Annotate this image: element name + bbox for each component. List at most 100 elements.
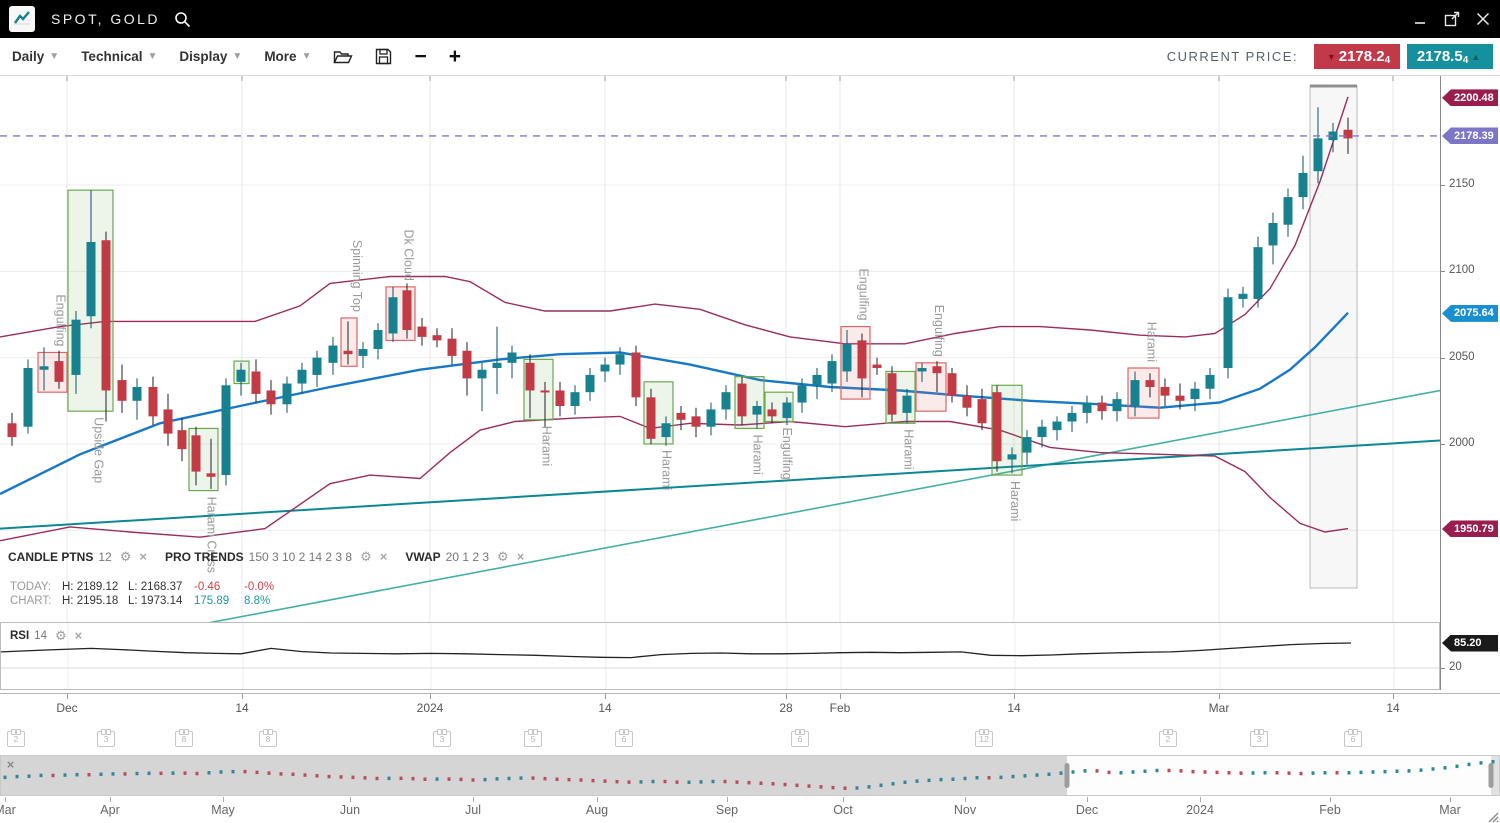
nav-candle: [1011, 774, 1015, 779]
zoom-in-button[interactable]: +: [448, 44, 462, 68]
bid-price-pip: 4: [1384, 55, 1391, 66]
nav-candle: [471, 778, 475, 782]
calendar-icon[interactable]: 8: [175, 729, 193, 747]
nav-candle: [1143, 769, 1147, 774]
navigator-selection[interactable]: [1067, 756, 1491, 795]
nav-candle: [87, 772, 91, 777]
open-folder-icon[interactable]: [333, 49, 354, 65]
navigator-close-icon[interactable]: ×: [6, 757, 15, 772]
nav-candle: [1347, 771, 1351, 775]
nav-candle: [1167, 768, 1171, 773]
study-legend: CANDLE PTNS 12 ⚙ × PRO TRENDS 150 3 10 2…: [8, 550, 542, 564]
nav-candle: [723, 779, 727, 784]
resize-grip-icon[interactable]: [1487, 811, 1499, 823]
price-badge-1950.79: 1950.79: [1442, 520, 1498, 538]
candle-body: [555, 390, 565, 406]
candle-body: [947, 373, 957, 396]
gear-icon[interactable]: ⚙: [497, 549, 509, 564]
candle-body: [661, 423, 671, 438]
nav-candle: [27, 774, 31, 778]
nav-candle: [147, 771, 151, 776]
study-candle-patterns: CANDLE PTNS 12 ⚙ ×: [8, 550, 147, 564]
minimize-icon[interactable]: [1414, 12, 1428, 26]
candle-body: [86, 241, 96, 317]
gear-icon[interactable]: ⚙: [360, 549, 372, 564]
nav-candle: [699, 780, 703, 784]
pattern-label: Dk Cloud: [402, 229, 416, 280]
menu-display[interactable]: Display ▼: [179, 49, 242, 64]
pattern-label: Harami: [1008, 481, 1022, 521]
price-badge-2200.48: 2200.48: [1442, 89, 1498, 107]
today-row: TODAY: H: 2189.12 L: 2168.37 -0.46 -0.0%: [10, 580, 294, 594]
study-name: VWAP: [405, 550, 441, 564]
pattern-label: Upside Gap: [92, 417, 106, 483]
chart-label: CHART:: [10, 595, 52, 607]
search-icon[interactable]: [174, 11, 191, 28]
candle-body: [977, 399, 987, 424]
calendar-icon[interactable]: 3: [97, 729, 115, 747]
candle-body: [585, 374, 595, 393]
range-navigator[interactable]: [0, 755, 1500, 796]
pattern-label: Engulfing: [857, 268, 871, 320]
navigator-handle-right[interactable]: [1488, 763, 1494, 788]
menu-technical[interactable]: Technical ▼: [81, 49, 157, 64]
candle-body: [492, 362, 502, 369]
pattern-label: Harami: [660, 450, 674, 490]
candle-body: [191, 435, 201, 472]
pattern-label: Harami: [540, 426, 554, 466]
candle-body: [902, 395, 912, 413]
calendar-icon[interactable]: 3: [433, 729, 451, 747]
close-icon[interactable]: [1476, 12, 1490, 26]
candle-body: [691, 416, 701, 427]
remove-study-icon[interactable]: ×: [139, 549, 147, 564]
ask-price-badge: 2178.5 4 ▲: [1407, 44, 1493, 69]
calendar-icon[interactable]: 5: [524, 729, 542, 747]
zoom-out-button[interactable]: −: [414, 44, 427, 68]
nav-candle: [615, 779, 619, 784]
calendar-icon[interactable]: 2: [1159, 729, 1177, 747]
price-axis[interactable]: 2150 2100 2050 2000 2200.48 2178.39 2075.64 195…: [1440, 76, 1500, 690]
navigator-handle-left[interactable]: [1064, 763, 1070, 788]
candle-body: [132, 387, 142, 401]
nav-candle: [1359, 770, 1363, 775]
candle-body: [540, 390, 550, 393]
calendar-icon[interactable]: 3: [1250, 729, 1268, 747]
nav-candle: [843, 786, 847, 790]
nav-candle: [1119, 771, 1123, 775]
calendar-icon[interactable]: 12: [975, 729, 993, 747]
nav-candle: [819, 785, 823, 789]
candle-body: [23, 368, 33, 427]
nav-candle: [399, 776, 403, 781]
main-price-chart[interactable]: Engulfing Upside Gap Harami Cross Spinning …: [0, 76, 1440, 622]
nav-candle: [1383, 769, 1387, 774]
rsi-panel[interactable]: [0, 622, 1440, 690]
nav-candle: [123, 772, 127, 776]
nav-candle: [219, 770, 223, 774]
remove-study-icon[interactable]: ×: [74, 628, 83, 643]
chevron-down-icon: ▼: [147, 51, 158, 62]
calendar-icon[interactable]: 8: [259, 729, 277, 747]
calendar-icon[interactable]: 6: [791, 729, 809, 747]
calendar-icon[interactable]: 6: [615, 729, 633, 747]
candle-body: [721, 392, 731, 410]
today-change: -0.46: [194, 581, 221, 593]
remove-study-icon[interactable]: ×: [516, 549, 525, 564]
nav-candle: [675, 780, 679, 784]
arrow-up-icon: ▲: [1471, 51, 1481, 62]
chevron-down-icon: ▼: [49, 51, 60, 62]
nav-candle: [135, 771, 139, 776]
menu-period[interactable]: Daily ▼: [12, 49, 59, 64]
date-axis[interactable]: Dec 14 2024 14 28 Feb 14 Mar 14: [0, 693, 1500, 723]
gear-icon[interactable]: ⚙: [119, 549, 132, 564]
calendar-icon[interactable]: 2: [7, 729, 25, 747]
popout-icon[interactable]: [1444, 11, 1460, 27]
nav-candle: [591, 778, 595, 783]
menu-more[interactable]: More ▼: [264, 49, 311, 64]
remove-study-icon[interactable]: ×: [379, 549, 388, 564]
nav-candle: [1215, 770, 1219, 775]
calendar-icon[interactable]: 6: [1344, 729, 1362, 747]
save-icon[interactable]: [375, 48, 392, 65]
candle-body: [221, 385, 231, 476]
candle-body: [328, 345, 338, 363]
gear-icon[interactable]: ⚙: [54, 628, 67, 643]
